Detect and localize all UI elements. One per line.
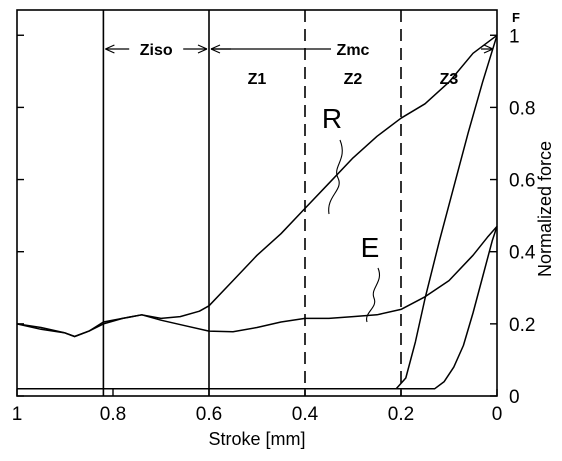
axes: 1 0.8 0.6 0.4 0.2 00 0.2 0.4 0.6 0.8 1 <box>12 9 536 425</box>
zone-arrowhead <box>481 44 494 54</box>
zone-label: Ziso <box>140 42 173 59</box>
curve-label-r: R <box>322 103 342 134</box>
zone-label: Z1 <box>248 71 267 88</box>
plot-frame <box>16 9 498 397</box>
series-line-e <box>16 225 498 338</box>
y-tick-label: 0.8 <box>509 98 535 119</box>
x-tick-label: 0.4 <box>292 404 319 425</box>
y-axis-title: Normalized force <box>535 141 555 277</box>
series-line-4 <box>17 226 498 390</box>
curve-leader-e <box>366 267 380 323</box>
zone-arrowhead <box>210 44 221 54</box>
x-tick-label: 0.6 <box>196 404 222 425</box>
x-tick-label: 0 <box>492 404 503 425</box>
y-tick-label: 0.2 <box>509 315 535 336</box>
labels: Stroke [mm] Normalized force F <box>208 10 555 449</box>
x-tick-label: 1 <box>12 404 23 425</box>
zone-arrowhead <box>105 44 115 54</box>
y-tick-label: 0.4 <box>509 243 536 264</box>
y-tick-label: 0.6 <box>509 171 535 192</box>
curve-leader-r <box>328 139 343 215</box>
y-tick-label: 1 <box>509 26 520 47</box>
zone-arrowhead <box>197 44 208 54</box>
y-unit-label: F <box>512 10 520 25</box>
y-tick-label: 0 <box>509 387 520 408</box>
zone-label: Zmc <box>337 42 370 59</box>
annotations: RE <box>322 103 380 323</box>
x-tick-label: 0.2 <box>388 404 414 425</box>
x-tick-label: 0.8 <box>100 404 126 425</box>
zone-label: Z2 <box>344 71 363 88</box>
series-line-3 <box>17 35 498 390</box>
curve-label-e: E <box>361 232 380 263</box>
x-axis-title: Stroke [mm] <box>208 429 305 449</box>
series-lines <box>16 34 498 390</box>
